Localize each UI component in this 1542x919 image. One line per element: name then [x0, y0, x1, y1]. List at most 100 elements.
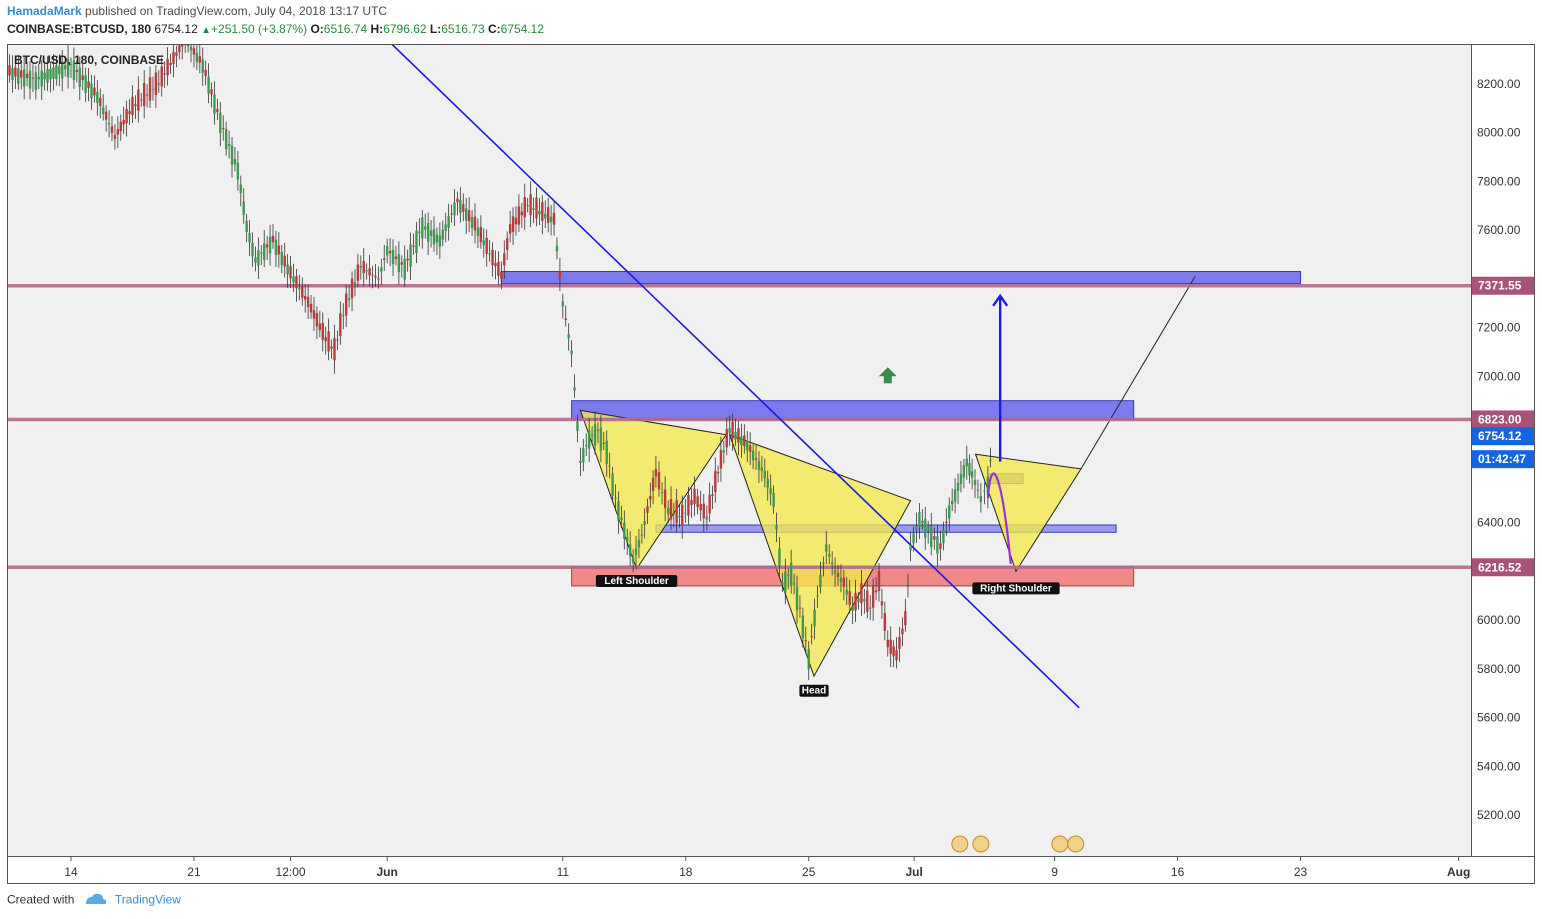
candle-body — [421, 217, 424, 239]
candle-body — [344, 293, 348, 316]
candle-body — [31, 77, 35, 79]
candle-body — [298, 288, 301, 290]
candle-body — [950, 501, 954, 505]
candle-body — [22, 69, 26, 87]
candle-body — [397, 254, 401, 273]
candle-body — [239, 184, 242, 193]
candle-body — [371, 274, 374, 276]
footer: Created with TradingView — [7, 892, 181, 909]
candle-body — [552, 212, 556, 225]
price-tick-label: 5800.00 — [1477, 662, 1521, 676]
candle-body — [385, 246, 389, 256]
candle-body — [134, 104, 137, 107]
candle-body — [491, 249, 494, 266]
resistance-zone-neckline — [571, 400, 1135, 420]
candle-body — [532, 208, 535, 210]
tradingview-brand-link[interactable]: TradingView — [114, 892, 181, 907]
candle-body — [599, 427, 603, 451]
candle-body — [286, 264, 289, 275]
candle-body — [424, 226, 427, 230]
candle-body — [400, 262, 404, 265]
price-marker-box — [1472, 558, 1534, 577]
candle-body — [508, 224, 512, 234]
candle-body — [590, 434, 594, 436]
published-text: published on TradingView.com, July 04, 2… — [85, 4, 388, 18]
candle-body — [315, 313, 319, 327]
candle-body — [728, 427, 731, 434]
chart-plot-area[interactable]: Left Shoulder Head Right Shoulder — [7, 44, 1472, 857]
candle-body — [157, 83, 161, 85]
candle-body — [795, 586, 799, 611]
candle-body — [336, 339, 339, 341]
candle-body — [909, 544, 912, 551]
candle-body — [801, 615, 805, 639]
candle-body — [965, 458, 969, 467]
candle-body — [93, 87, 96, 96]
candle-body — [970, 471, 974, 478]
pattern-label: Head — [799, 684, 829, 697]
candle-body — [593, 424, 597, 446]
candle-body — [748, 445, 752, 452]
candle-body — [470, 217, 474, 228]
candle-body — [854, 592, 857, 611]
candle-body — [807, 649, 810, 670]
candle-body — [517, 206, 521, 225]
candle-body — [921, 520, 924, 524]
time-axis[interactable]: 14 21 12:00 Jun 11 18 25 Jul 9 16 23 Aug — [7, 857, 1535, 884]
candle-body — [192, 48, 196, 55]
candle-body — [915, 525, 918, 530]
candle-body — [388, 250, 392, 254]
price-tick-label: 6400.00 — [1477, 516, 1521, 530]
purple-projection-curve — [986, 472, 1012, 565]
candle-body — [63, 65, 67, 70]
candle-body — [687, 494, 690, 516]
candle-body — [886, 639, 889, 648]
candle-body — [857, 598, 860, 603]
candle-body — [839, 577, 843, 583]
candle-body — [871, 586, 875, 608]
time-tick-label: Jun — [376, 865, 397, 879]
candle-body — [640, 534, 644, 536]
time-tick-label: Jul — [905, 865, 922, 879]
candle-body — [485, 237, 488, 254]
candle-body — [822, 562, 825, 565]
candle-body — [538, 210, 541, 215]
candle-body — [725, 429, 728, 448]
candle-body — [186, 45, 190, 47]
candle-body — [500, 271, 503, 280]
price-axis[interactable]: 8200.00 8000.00 7800.00 7600.00 7200.00 7000.… — [1472, 44, 1535, 857]
candle-body — [14, 67, 17, 77]
candle-body — [792, 583, 796, 585]
pattern-label-bg — [799, 684, 829, 697]
candle-body — [482, 240, 485, 246]
candle-body — [87, 81, 90, 88]
descending-trendline — [391, 45, 1080, 709]
candle-body — [104, 111, 108, 120]
candle-body — [163, 73, 166, 75]
candle-body — [789, 562, 793, 586]
candle-body — [529, 194, 532, 216]
low-label: L: — [429, 22, 442, 36]
candle-body — [309, 303, 313, 313]
chart-svg[interactable]: Left Shoulder Head Right Shoulder — [8, 45, 1472, 857]
candle-body — [699, 504, 702, 511]
time-tick-label: 16 — [1171, 865, 1185, 879]
candle-body — [623, 522, 626, 539]
candle-body — [719, 450, 723, 469]
candle-body — [787, 574, 790, 577]
candle-body — [58, 66, 61, 74]
candle-body — [289, 266, 292, 279]
author-link[interactable]: HamadaMark — [7, 4, 82, 18]
candle-body — [274, 239, 278, 256]
low-value: 6516.73 — [441, 22, 485, 36]
candle-body — [933, 536, 936, 540]
right-shoulder-triangle — [974, 453, 1082, 573]
candle-body — [467, 210, 471, 222]
candle-body — [497, 261, 500, 276]
event-flag-icon — [951, 835, 969, 853]
candle-body — [541, 202, 544, 221]
candle-body — [596, 429, 600, 431]
last-price: 6754.12 — [154, 22, 198, 36]
candle-body — [514, 217, 518, 225]
candle-body — [456, 198, 459, 203]
